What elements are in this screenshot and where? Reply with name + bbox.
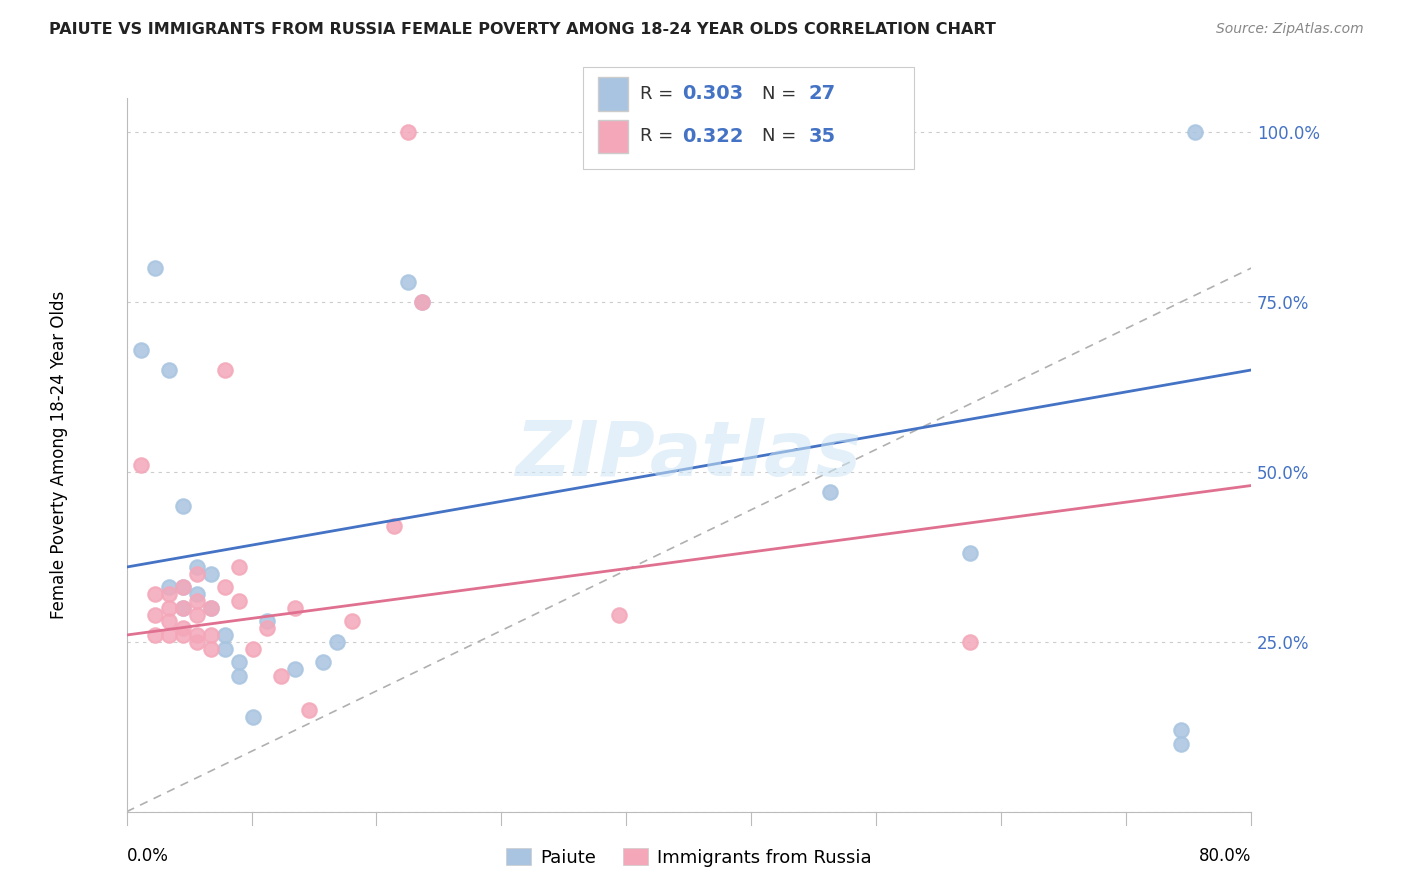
Text: 0.0%: 0.0% [127, 847, 169, 865]
Point [186, 560, 208, 574]
Point [200, 600, 222, 615]
Point [200, 600, 222, 615]
Point [157, 600, 180, 615]
Point [200, 641, 222, 656]
Point [284, 662, 307, 676]
Point [186, 594, 208, 608]
Point [186, 607, 208, 622]
Point [186, 587, 208, 601]
Text: Female Poverty Among 18-24 Year Olds: Female Poverty Among 18-24 Year Olds [51, 291, 67, 619]
Point [242, 709, 264, 723]
Point [228, 560, 250, 574]
Text: 0.303: 0.303 [682, 84, 742, 103]
Point [228, 655, 250, 669]
Point [340, 615, 363, 629]
Text: N =: N = [762, 128, 801, 145]
Point [143, 628, 166, 642]
Point [157, 363, 180, 377]
Point [242, 641, 264, 656]
Point [172, 621, 194, 635]
Text: R =: R = [640, 128, 679, 145]
Text: 80.0%: 80.0% [1199, 847, 1251, 865]
Point [228, 669, 250, 683]
Point [214, 581, 236, 595]
Point [214, 641, 236, 656]
Point [172, 628, 194, 642]
Text: ZIPatlas: ZIPatlas [516, 418, 862, 491]
Point [382, 519, 405, 533]
Point [143, 587, 166, 601]
Point [228, 594, 250, 608]
Point [214, 628, 236, 642]
Text: 35: 35 [808, 127, 835, 146]
Point [157, 587, 180, 601]
Point [214, 363, 236, 377]
Text: 27: 27 [808, 84, 835, 103]
Point [143, 260, 166, 275]
Point [172, 581, 194, 595]
Text: R =: R = [640, 85, 679, 103]
Point [157, 581, 180, 595]
Point [172, 581, 194, 595]
Point [129, 343, 152, 357]
Point [186, 635, 208, 649]
Point [396, 275, 419, 289]
Legend: Paiute, Immigrants from Russia: Paiute, Immigrants from Russia [499, 841, 879, 874]
Point [200, 628, 222, 642]
Point [411, 295, 433, 310]
Point [326, 635, 349, 649]
Point [396, 125, 419, 139]
Point [818, 485, 841, 500]
Point [411, 295, 433, 310]
Point [298, 703, 321, 717]
Point [200, 566, 222, 581]
Point [143, 607, 166, 622]
Point [1170, 737, 1192, 751]
Point [1184, 125, 1206, 139]
Point [172, 600, 194, 615]
Point [172, 499, 194, 513]
Point [157, 628, 180, 642]
Point [270, 669, 292, 683]
Point [157, 615, 180, 629]
Point [284, 600, 307, 615]
Text: PAIUTE VS IMMIGRANTS FROM RUSSIA FEMALE POVERTY AMONG 18-24 YEAR OLDS CORRELATIO: PAIUTE VS IMMIGRANTS FROM RUSSIA FEMALE … [49, 22, 995, 37]
Point [256, 621, 278, 635]
Text: Source: ZipAtlas.com: Source: ZipAtlas.com [1216, 22, 1364, 37]
Text: N =: N = [762, 85, 801, 103]
Point [129, 458, 152, 472]
Point [256, 615, 278, 629]
Point [186, 566, 208, 581]
Point [172, 600, 194, 615]
Text: 0.322: 0.322 [682, 127, 744, 146]
Point [312, 655, 335, 669]
Point [1170, 723, 1192, 738]
Point [186, 628, 208, 642]
Point [607, 607, 630, 622]
Point [959, 635, 981, 649]
Point [959, 546, 981, 560]
